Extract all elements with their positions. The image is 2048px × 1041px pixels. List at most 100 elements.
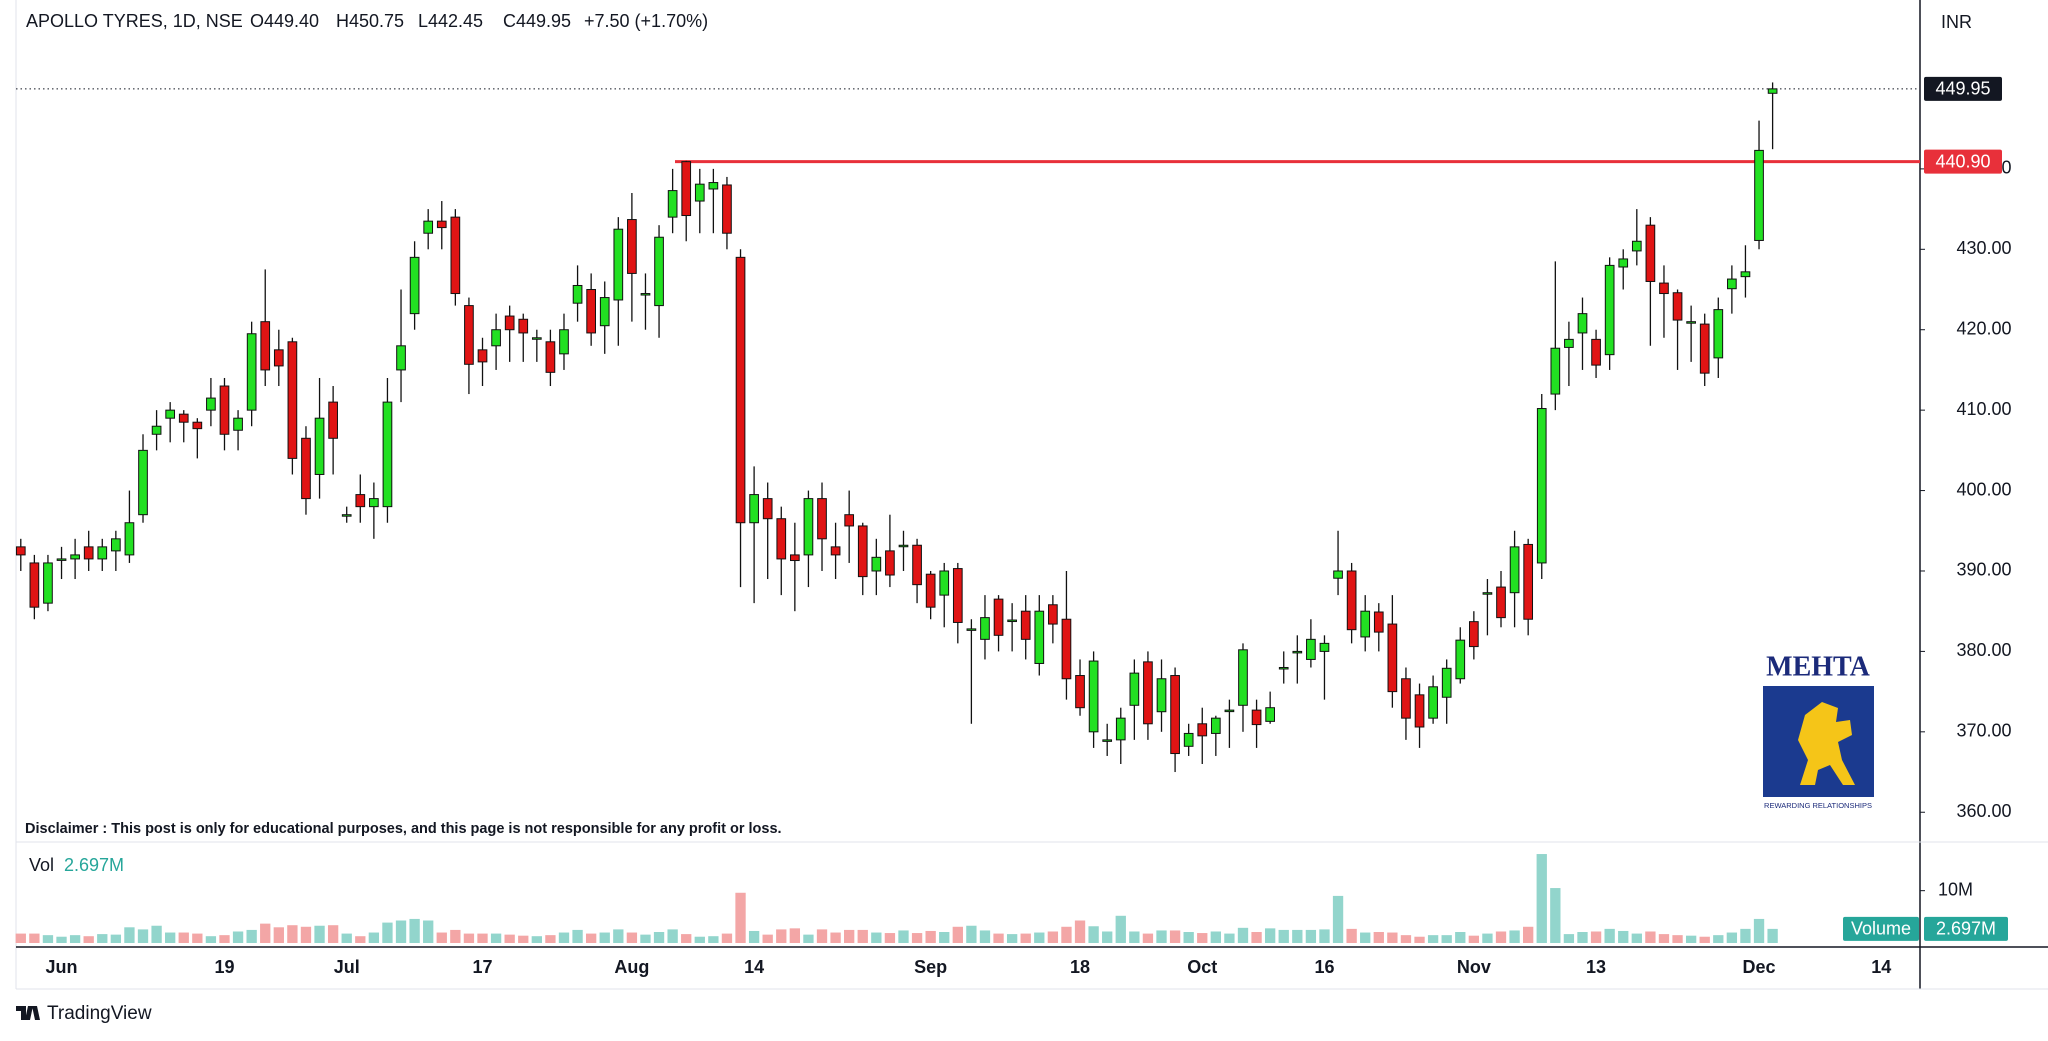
volume-bar [789, 928, 801, 943]
volume-bar [1400, 935, 1412, 943]
volume-bar [382, 922, 393, 943]
volume-bar [1142, 933, 1154, 943]
volume-bar [1550, 888, 1561, 943]
volume-bar [1102, 931, 1113, 943]
volume-bar [1264, 928, 1276, 943]
volume-bar [1685, 935, 1697, 943]
candle-body [1713, 309, 1724, 359]
volume-bar [1523, 926, 1534, 943]
candle-body [1034, 610, 1045, 664]
volume-bar [531, 936, 542, 943]
candle-body [97, 546, 108, 560]
candle-body [1156, 678, 1167, 713]
volume-bar [341, 933, 352, 943]
volume-bar [898, 930, 909, 943]
volume-bar [1482, 933, 1493, 943]
volume-bar [1604, 928, 1615, 943]
y-tick-label: 400.00 [1956, 479, 2011, 499]
candle-body [1197, 723, 1208, 737]
candle-body [1319, 642, 1330, 652]
volume-bar [1753, 918, 1765, 943]
candle-body [613, 228, 624, 301]
volume-legend: Vol [29, 855, 54, 875]
candle-body [1699, 323, 1710, 374]
volume-bar [137, 929, 149, 943]
candle-body [233, 417, 243, 431]
volume-bar [395, 920, 407, 943]
volume-bar [966, 925, 977, 943]
candle-body [871, 556, 882, 572]
candle-body [1441, 667, 1452, 698]
volume-bar [762, 934, 773, 943]
volume-bar [1509, 930, 1520, 943]
volume-bar [1129, 931, 1140, 943]
candle-body [1550, 347, 1561, 395]
candle-body [1767, 88, 1778, 94]
candle-body [1048, 604, 1058, 625]
candle-body [1210, 717, 1221, 734]
volume-bar [626, 932, 638, 943]
volume-name-badge [1843, 916, 1919, 941]
volume-bar [246, 929, 257, 943]
candle-body [43, 562, 53, 604]
candle-body [165, 409, 176, 419]
y-tick-label: 390.00 [1956, 560, 2011, 580]
resistance-label: 440.90 [1935, 151, 1990, 171]
volume-bar [572, 929, 583, 943]
volume-bar [1074, 920, 1086, 943]
candle-body [654, 236, 664, 307]
volume-bar [83, 936, 94, 943]
candle-body [477, 349, 488, 363]
candle-body [1618, 258, 1629, 268]
candle-body [1672, 292, 1683, 321]
volume-bar [599, 932, 610, 943]
candle-body [1170, 675, 1180, 755]
candle-body [314, 417, 325, 475]
volume-bar [830, 932, 841, 943]
candle-body [138, 449, 148, 516]
volume-bar [192, 933, 203, 943]
volume-bar [504, 934, 515, 943]
volume-bar [1292, 929, 1303, 943]
candle-body [898, 544, 909, 548]
x-tick-label: 14 [744, 957, 764, 977]
currency[interactable]: INR [1941, 12, 1972, 32]
volume-legend-value: 2.697M [64, 855, 124, 875]
volume-bar [1441, 935, 1452, 943]
candle-body [1455, 639, 1466, 680]
candle-body [246, 333, 257, 411]
candle-body [572, 284, 583, 304]
volume-bar [56, 936, 67, 943]
candle-body [1129, 672, 1140, 706]
x-tick-label: Jun [46, 957, 78, 977]
candle-body [1061, 618, 1072, 680]
candle-body [640, 293, 651, 296]
candle-body [749, 494, 759, 524]
candle-body [912, 544, 922, 586]
candle-body [1115, 717, 1126, 741]
volume-bar [1536, 854, 1547, 943]
volume-bar [1455, 932, 1466, 943]
candle-body [273, 349, 284, 367]
volume-bar [97, 934, 108, 943]
volume-bar [1183, 932, 1194, 943]
candle-body [599, 297, 610, 327]
volume-bar [1156, 930, 1167, 943]
volume-bar [165, 932, 176, 943]
candle-body [925, 573, 936, 608]
candle-body [830, 546, 841, 556]
volume-bar [450, 929, 461, 943]
candle-body [1224, 709, 1235, 713]
volume-bar [423, 920, 434, 943]
candle-body [111, 538, 121, 552]
volume-bar [124, 927, 135, 943]
volume-bar [1672, 935, 1683, 943]
volume-bar [558, 932, 570, 943]
footer-brand[interactable]: TradingView [47, 1003, 152, 1024]
volume-bar [735, 892, 746, 943]
volume-bar [436, 932, 447, 943]
volume-bar [1210, 931, 1221, 943]
candle-body [1075, 675, 1085, 709]
candle-body [1414, 694, 1425, 728]
